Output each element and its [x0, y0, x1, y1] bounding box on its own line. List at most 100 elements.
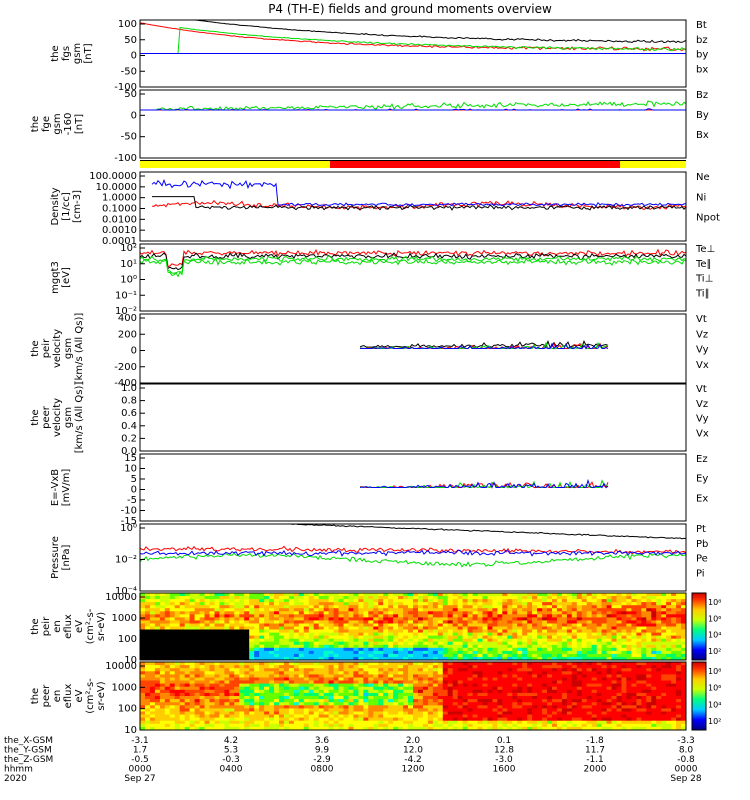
heat-cell [581, 641, 588, 646]
heat-cell [447, 717, 454, 722]
heat-cell [348, 714, 355, 719]
heat-cell [363, 647, 369, 652]
heat-cell [249, 602, 255, 606]
heat-cell [626, 674, 632, 679]
heat-cell [169, 680, 176, 685]
heat-cell [542, 708, 548, 713]
heat-cell [418, 714, 424, 719]
heat-cell [368, 626, 374, 631]
heat-cell [586, 605, 593, 609]
heat-cell [547, 708, 553, 713]
heat-cell [661, 711, 667, 716]
heat-cell [274, 708, 280, 713]
heat-cell [393, 635, 399, 640]
heat-cell [254, 683, 260, 688]
heat-cell [283, 657, 290, 660]
heat-cell [184, 714, 191, 719]
heat-cell [561, 635, 568, 640]
heat-cell [303, 617, 310, 621]
heat-cell [154, 623, 161, 628]
heat-cell [199, 593, 206, 597]
heat-cell [179, 596, 186, 600]
heat-cell [487, 599, 494, 603]
heat-cell [149, 714, 156, 719]
heat-cell [522, 602, 528, 606]
heat-cell [338, 653, 345, 658]
heat-cell [288, 665, 295, 669]
heat-cell [214, 714, 221, 719]
heat-cell [259, 674, 265, 679]
heat-cell [194, 650, 201, 655]
heat-cell [561, 717, 568, 722]
heat-cell [616, 641, 623, 646]
heat-cell [651, 620, 657, 624]
heat-cell [388, 726, 394, 730]
heat-cell [189, 657, 196, 660]
heat-cell [661, 726, 667, 730]
heat-cell [522, 702, 528, 706]
heat-cell [293, 614, 300, 618]
heat-cell [576, 605, 583, 609]
heat-cell [581, 657, 588, 660]
heat-cell [472, 641, 479, 646]
heat-cell [244, 611, 250, 615]
heat-cell [169, 677, 176, 682]
heat-cell [269, 632, 275, 637]
heat-cell [194, 605, 201, 609]
heat-cell [189, 720, 196, 725]
heat-cell [363, 677, 369, 682]
heat-cell [437, 696, 444, 700]
heat-cell [497, 617, 503, 621]
heat-cell [437, 671, 444, 675]
heat-cell [651, 696, 657, 700]
heat-cell [323, 626, 330, 631]
heat-cell [462, 614, 469, 618]
heat-cell [388, 711, 394, 716]
heat-cell [184, 689, 191, 694]
heat-cell [209, 677, 216, 682]
heat-cell [676, 602, 682, 606]
heat-cell [606, 626, 613, 631]
heat-cell [179, 699, 186, 703]
heat-cell [403, 599, 409, 603]
heat-cell [159, 717, 166, 722]
heat-cell [333, 677, 340, 682]
heat-cell [303, 668, 310, 672]
heat-cell [159, 723, 166, 728]
heat-cell [542, 689, 548, 694]
heat-cell [393, 689, 399, 694]
heat-cell [502, 677, 508, 682]
heat-cell [492, 635, 498, 640]
heat-cell [154, 711, 161, 716]
heat-cell [527, 650, 533, 655]
heat-cell [611, 711, 618, 716]
heat-cell [239, 623, 245, 628]
heat-cell [646, 641, 652, 646]
heat-cell [472, 720, 479, 725]
heat-cell [492, 705, 498, 709]
heat-cell [169, 683, 176, 688]
heat-cell [254, 632, 260, 637]
heat-cell [388, 596, 394, 600]
heat-cell [537, 608, 543, 612]
heat-cell [492, 702, 498, 706]
heat-cell [472, 605, 479, 609]
heat-cell [189, 593, 196, 597]
heat-cell [452, 714, 459, 719]
heat-cell [457, 674, 464, 679]
heat-cell [164, 653, 171, 658]
heat-cell [348, 638, 355, 643]
heat-cell [457, 611, 464, 615]
heat-cell [323, 692, 330, 697]
heat-cell [581, 647, 588, 652]
heat-cell [169, 596, 176, 600]
heat-cell [224, 617, 230, 621]
heat-cell [462, 680, 469, 685]
heat-cell [199, 674, 206, 679]
heat-cell [477, 705, 484, 709]
heat-cell [149, 620, 156, 624]
heat-cell [656, 644, 662, 649]
heat-cell [556, 620, 563, 624]
heat-cell [576, 717, 583, 722]
heat-cell [318, 644, 325, 649]
